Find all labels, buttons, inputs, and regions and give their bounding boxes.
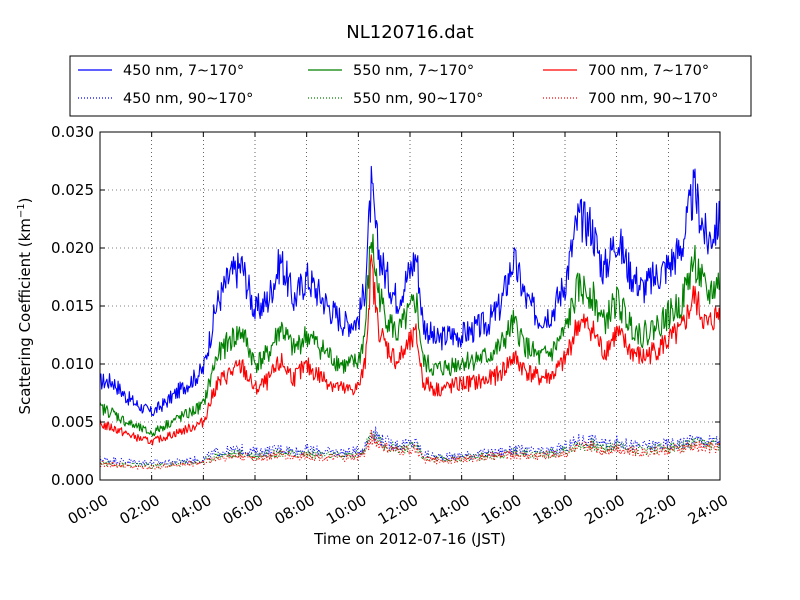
plot-series [99,165,721,470]
x-tick-label: 14:00 [426,491,472,528]
x-tick-label: 10:00 [323,491,369,528]
x-tick-label: 02:00 [116,491,162,528]
legend-label: 450 nm, 90∼170° [123,91,253,107]
legend-label: 550 nm, 7∼170° [353,63,474,79]
x-tick-label: 12:00 [375,491,421,528]
x-tick-label: 08:00 [271,491,317,528]
x-axis-title: Time on 2012-07-16 (JST) [313,530,506,548]
y-axis-title-sup: −1 [16,203,27,218]
x-tick-label: 18:00 [530,491,576,528]
series-line [99,165,721,417]
legend-label: 550 nm, 90∼170° [353,91,483,107]
x-tick-label: 06:00 [220,491,266,528]
y-tick-label: 0.025 [51,181,94,199]
y-tick-label: 0.020 [51,239,94,257]
x-tick-label: 16:00 [478,491,524,528]
y-axis-title: Scattering Coefficient (km−1) [16,197,34,414]
x-tick-label: 22:00 [633,491,679,528]
x-tick-label: 00:00 [65,491,111,528]
y-tick-label: 0.015 [51,297,94,315]
legend-label: 700 nm, 7∼170° [588,63,709,79]
legend-box [69,55,752,117]
series-line [99,431,721,469]
chart-title: NL120716.dat [346,22,473,43]
y-axis-title-main: Scattering Coefficient (km [16,218,34,414]
legend-label: 700 nm, 90∼170° [588,91,718,107]
y-tick-label: 0.030 [51,123,94,141]
series-line [99,233,721,437]
legend-label: 450 nm, 7∼170° [123,63,244,79]
x-tick-label: 04:00 [168,491,214,528]
grid-lines [100,132,720,480]
x-tick-label: 24:00 [685,491,731,528]
legend: 450 nm, 7∼170° 550 nm, 7∼170° 700 nm, 7∼17… [69,55,752,117]
series-line [99,425,721,466]
y-axis-title-close: ) [16,197,34,203]
y-tick-label: 0.000 [51,471,94,489]
x-tick-label: 20:00 [581,491,627,528]
series-line [99,254,721,446]
y-tick-label: 0.010 [51,355,94,373]
y-tick-label: 0.005 [51,413,94,431]
